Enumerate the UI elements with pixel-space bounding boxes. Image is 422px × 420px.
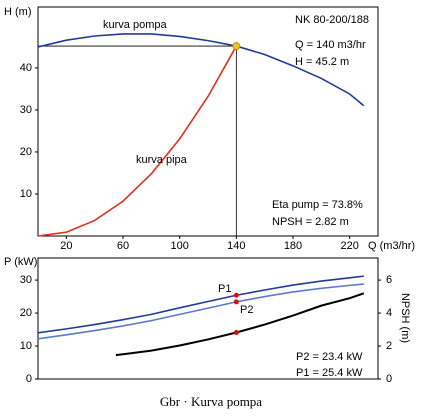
y-tick-label: 40 — [20, 62, 32, 74]
point-marker — [233, 330, 239, 336]
y2-tick-label: 2 — [386, 340, 392, 352]
y-axis-label: H (m) — [4, 6, 32, 18]
y-tick-label: 30 — [20, 274, 32, 286]
x-tick-label: 60 — [117, 240, 129, 252]
series-label: kurva pipa — [136, 154, 188, 166]
x-tick-label: 100 — [170, 240, 188, 252]
series-line — [37, 283, 364, 340]
y-tick-label: 20 — [20, 307, 32, 319]
caption: Gbr · Kurva pompa — [160, 394, 262, 409]
series-line — [37, 275, 364, 334]
annotation: Eta pump = 73.8% — [272, 199, 363, 211]
annotation: H = 45.2 m — [295, 56, 349, 68]
y-tick-label: 30 — [20, 104, 32, 116]
point-marker — [233, 299, 239, 305]
plot-frame — [37, 257, 379, 380]
annotation: NPSH = 2.82 m — [272, 216, 349, 228]
series-label: P1 — [218, 283, 231, 295]
y-axis-label: P (kW) — [4, 256, 37, 268]
x-tick-label: 180 — [284, 240, 302, 252]
annotation: NK 80-200/188 — [295, 14, 369, 26]
x-tick-label: 20 — [60, 240, 72, 252]
series-label: kurva pompa — [103, 19, 167, 31]
series-line — [37, 33, 365, 107]
y2-tick-label: 6 — [386, 274, 392, 286]
x-axis-label: Q (m3/hr) — [368, 240, 415, 252]
series-line — [115, 292, 365, 357]
plot-frame — [37, 6, 379, 237]
y-tick-label: 20 — [20, 146, 32, 158]
series-label: P2 — [240, 304, 253, 316]
y-tick-label: 0 — [26, 373, 32, 385]
annotation: P1 = 25.4 kW — [296, 367, 363, 379]
series-line — [37, 45, 238, 237]
y2-tick-label: 4 — [386, 307, 392, 319]
operating-point — [232, 42, 241, 50]
y2-tick-label: 0 — [386, 373, 392, 385]
annotation: P2 = 23.4 kW — [296, 351, 363, 363]
annotation: Q = 140 m3/hr — [295, 39, 366, 51]
x-tick-label: 220 — [340, 240, 358, 252]
y-tick-label: 10 — [20, 188, 32, 200]
point-marker — [233, 292, 239, 298]
x-tick-label: 140 — [227, 240, 245, 252]
y2-axis-label: NPSH (m) — [399, 293, 411, 343]
y-tick-label: 10 — [20, 340, 32, 352]
